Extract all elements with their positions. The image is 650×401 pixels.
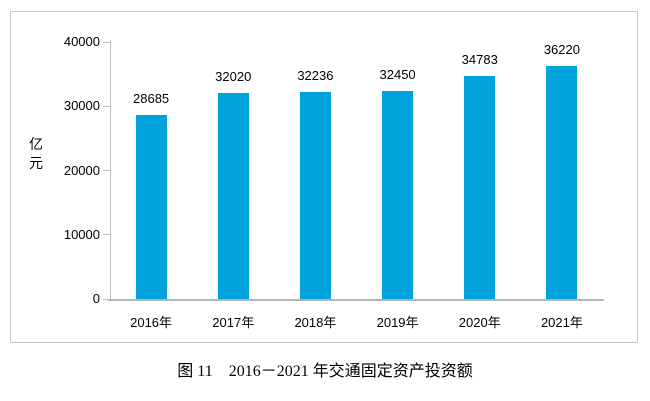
y-tick-label: 40000 [63, 34, 100, 49]
y-tick-mark [103, 170, 110, 171]
y-tick-label: 30000 [63, 98, 100, 114]
x-category-label: 2019年 [376, 315, 419, 330]
y-tick-label: 20000 [63, 162, 100, 178]
y-tick-label: 10000 [63, 226, 100, 242]
x-category-label: 2016年 [130, 315, 173, 330]
y-axis-line [110, 40, 111, 300]
bar-value-label: 32236 [297, 67, 334, 83]
bar-value-label: 32020 [215, 69, 252, 85]
bar [382, 90, 414, 299]
y-axis-unit-label: 亿元 [29, 136, 43, 171]
bar-value-label: 36220 [543, 42, 580, 58]
figure-caption: 图 11 2016－2021 年交通固定资产投资额 [177, 363, 473, 380]
x-category-label: 2018年 [294, 315, 337, 330]
bar-value-label: 28685 [133, 90, 170, 106]
y-tick-label: 0 [92, 291, 100, 306]
bar-value-label: 32450 [379, 66, 416, 82]
bar [546, 66, 578, 299]
bar [217, 93, 249, 299]
bar [464, 75, 496, 299]
bar-value-label: 34783 [461, 51, 498, 67]
x-axis-line [108, 299, 604, 301]
y-tick-mark [103, 41, 110, 43]
y-tick-mark [103, 234, 110, 236]
x-category-label: 2017年 [212, 315, 255, 330]
bar [135, 114, 167, 299]
x-category-label: 2021年 [540, 315, 583, 330]
y-tick-mark [103, 298, 110, 300]
y-tick-mark [103, 105, 110, 107]
x-category-label: 2020年 [458, 315, 501, 330]
bar [299, 91, 331, 299]
